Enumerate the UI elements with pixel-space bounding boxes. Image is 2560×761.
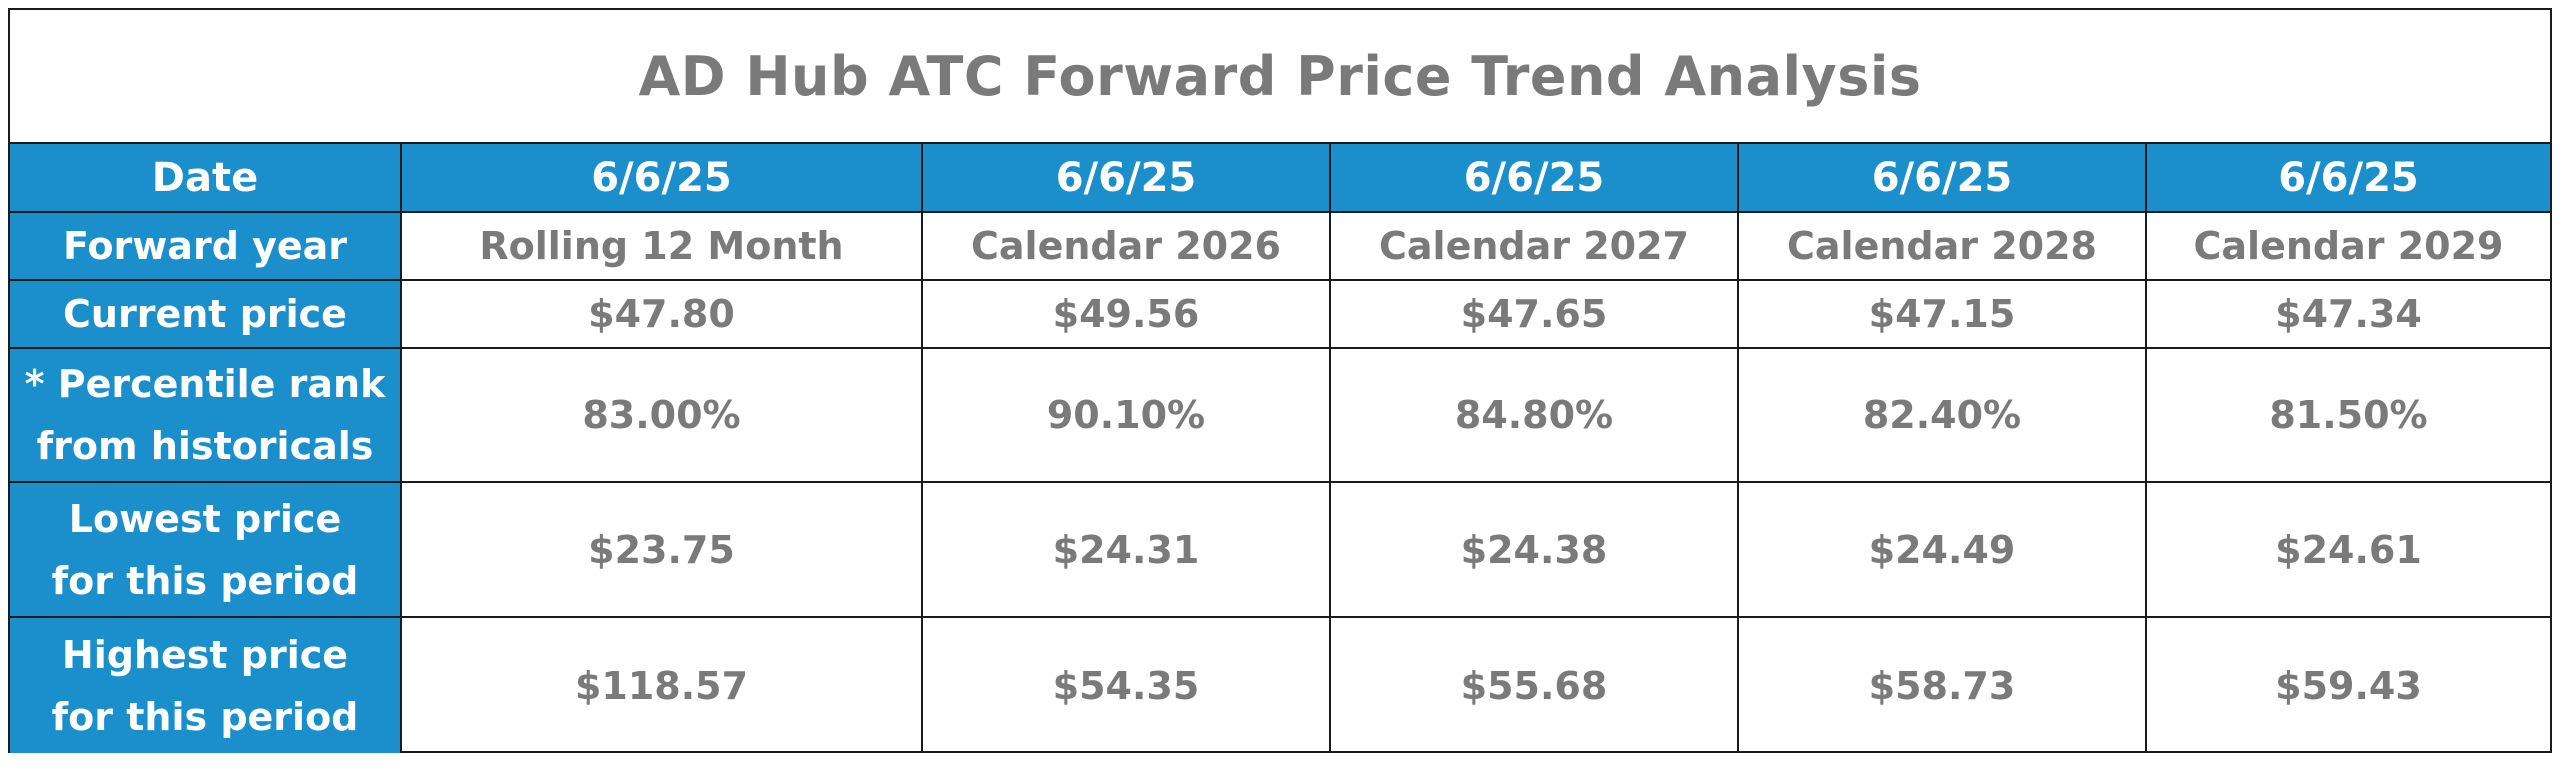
highest-price-cell: $59.43 <box>2145 616 2550 753</box>
highest-price-row: Highest price for this period $118.57 $5… <box>10 616 2550 753</box>
highest-label-line1: Highest price <box>61 632 349 677</box>
date-row: Date 6/6/25 6/6/25 6/6/25 6/6/25 6/6/25 <box>10 144 2550 213</box>
date-cell: 6/6/25 <box>1329 144 1739 213</box>
price-trend-table: AD Hub ATC Forward Price Trend Analysis … <box>8 8 2552 753</box>
data-table: Date 6/6/25 6/6/25 6/6/25 6/6/25 6/6/25 … <box>10 144 2550 753</box>
lowest-price-cell: $24.49 <box>1737 481 2147 618</box>
forward-year-cell: Calendar 2028 <box>1737 211 2147 281</box>
current-price-cell: $47.15 <box>1737 279 2147 349</box>
highest-price-label: Highest price for this period <box>10 616 402 753</box>
percentile-label: * Percentile rank from historicals <box>10 347 402 483</box>
percentile-label-line1: * Percentile rank <box>24 362 386 406</box>
date-cell: 6/6/25 <box>921 144 1331 213</box>
lowest-label-line2: for this period <box>51 558 359 603</box>
forward-year-cell: Calendar 2026 <box>921 211 1331 281</box>
lowest-price-cell: $24.38 <box>1329 481 1739 618</box>
forward-year-cell: Calendar 2027 <box>1329 211 1739 281</box>
title-bar: AD Hub ATC Forward Price Trend Analysis <box>10 10 2550 144</box>
date-label: Date <box>10 144 402 213</box>
percentile-cell: 81.50% <box>2145 347 2550 483</box>
percentile-cell: 83.00% <box>400 347 923 483</box>
highest-price-cell: $118.57 <box>400 616 923 753</box>
date-cell: 6/6/25 <box>2145 144 2550 213</box>
lowest-price-cell: $24.31 <box>921 481 1331 618</box>
date-cell: 6/6/25 <box>400 144 923 213</box>
percentile-cell: 82.40% <box>1737 347 2147 483</box>
percentile-cell: 84.80% <box>1329 347 1739 483</box>
current-price-cell: $49.56 <box>921 279 1331 349</box>
current-price-cell: $47.65 <box>1329 279 1739 349</box>
page-title: AD Hub ATC Forward Price Trend Analysis <box>638 44 1922 108</box>
current-price-cell: $47.80 <box>400 279 923 349</box>
highest-price-cell: $54.35 <box>921 616 1331 753</box>
lowest-label-line1: Lowest price <box>68 496 342 541</box>
lowest-price-cell: $23.75 <box>400 481 923 618</box>
date-cell: 6/6/25 <box>1737 144 2147 213</box>
lowest-price-row: Lowest price for this period $23.75 $24.… <box>10 481 2550 618</box>
current-price-label: Current price <box>10 279 402 349</box>
lowest-price-cell: $24.61 <box>2145 481 2550 618</box>
forward-year-cell: Calendar 2029 <box>2145 211 2550 281</box>
forward-year-cell: Rolling 12 Month <box>400 211 923 281</box>
highest-label-line2: for this period <box>51 694 359 739</box>
lowest-price-label: Lowest price for this period <box>10 481 402 618</box>
highest-price-cell: $58.73 <box>1737 616 2147 753</box>
forward-year-row: Forward year Rolling 12 Month Calendar 2… <box>10 211 2550 281</box>
highest-price-cell: $55.68 <box>1329 616 1739 753</box>
current-price-cell: $47.34 <box>2145 279 2550 349</box>
forward-year-label: Forward year <box>10 211 402 281</box>
percentile-cell: 90.10% <box>921 347 1331 483</box>
percentile-row: * Percentile rank from historicals 83.00… <box>10 347 2550 483</box>
current-price-row: Current price $47.80 $49.56 $47.65 $47.1… <box>10 279 2550 349</box>
percentile-label-line2: from historicals <box>36 424 374 468</box>
